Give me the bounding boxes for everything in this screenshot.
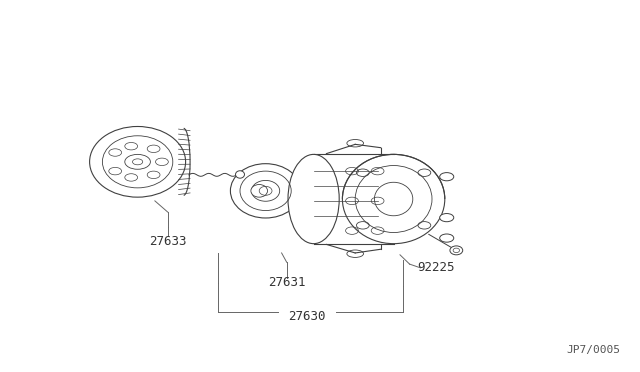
Ellipse shape	[440, 173, 454, 181]
Ellipse shape	[90, 126, 186, 197]
Ellipse shape	[230, 164, 301, 218]
Text: 27631: 27631	[268, 276, 305, 289]
Ellipse shape	[236, 171, 244, 178]
Text: 27630: 27630	[289, 311, 326, 323]
Ellipse shape	[440, 234, 454, 242]
Ellipse shape	[450, 246, 463, 255]
Ellipse shape	[440, 214, 454, 222]
Ellipse shape	[251, 185, 268, 197]
Ellipse shape	[288, 154, 339, 244]
Text: JP7/0005: JP7/0005	[567, 345, 621, 355]
Ellipse shape	[342, 154, 445, 244]
Text: 27633: 27633	[149, 235, 186, 247]
Text: 92225: 92225	[418, 262, 455, 274]
